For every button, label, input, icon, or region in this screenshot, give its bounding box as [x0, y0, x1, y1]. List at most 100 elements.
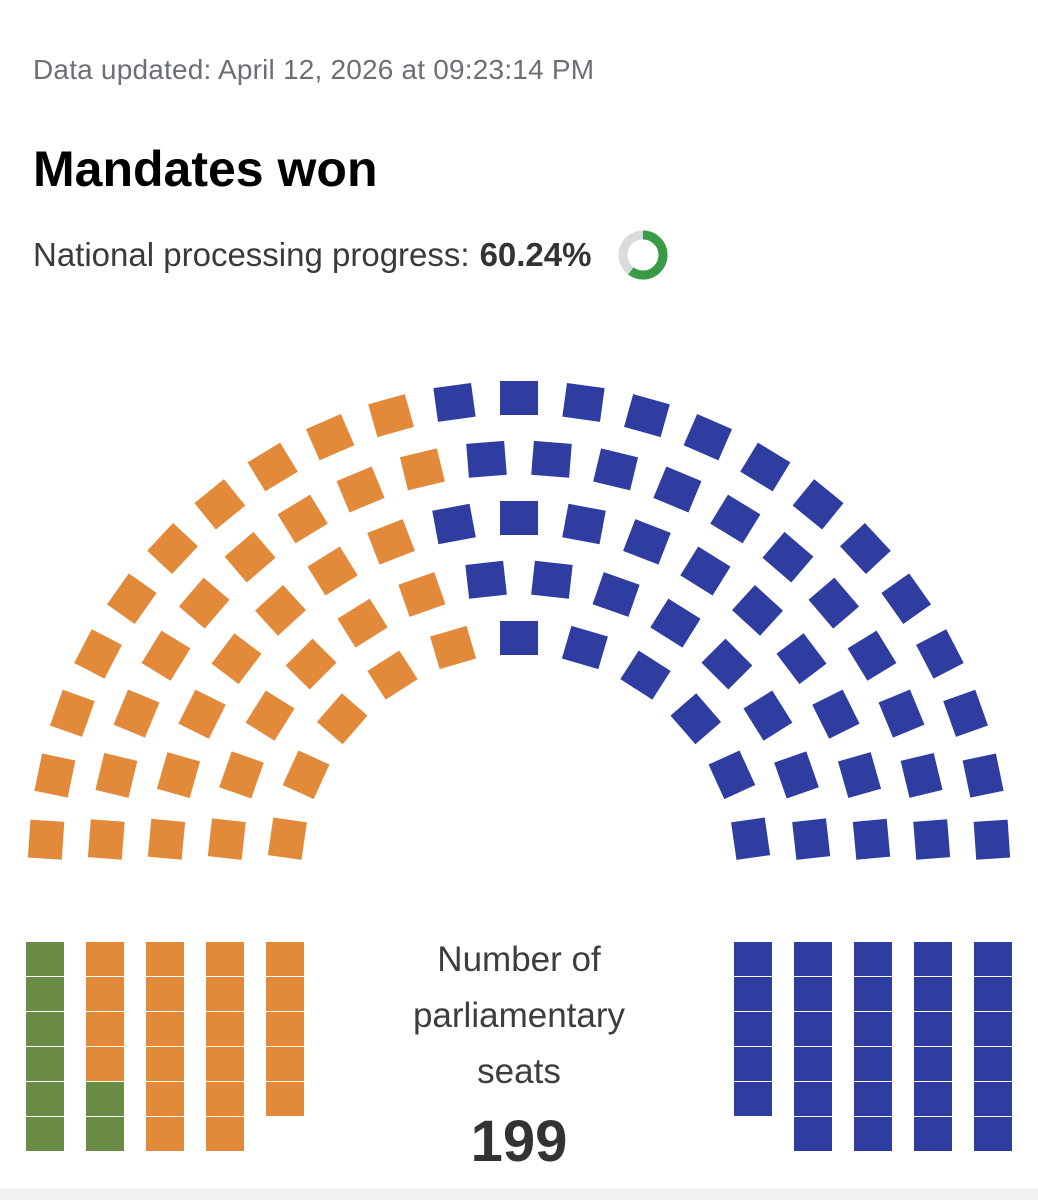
seat-orange: [146, 942, 184, 976]
seat-blue: [914, 1117, 952, 1151]
seat-orange: [266, 977, 304, 1011]
seat-orange: [206, 1082, 244, 1116]
seat-blue: [854, 1117, 892, 1151]
seat-blue: [562, 382, 605, 422]
seat-blue: [794, 1047, 832, 1081]
seat-orange: [34, 753, 76, 798]
seat-blue: [914, 1082, 952, 1116]
seat-orange: [87, 819, 125, 860]
seat-blue: [792, 479, 844, 530]
seat-orange: [50, 689, 95, 737]
seat-blue: [812, 689, 860, 739]
seat-orange: [255, 585, 306, 636]
seat-blue: [943, 689, 988, 737]
seat-orange: [146, 1012, 184, 1046]
seat-orange: [307, 546, 358, 596]
seat-orange: [285, 638, 337, 690]
page-title: Mandates won: [33, 141, 378, 197]
seat-blue: [732, 585, 783, 636]
seat-blue: [854, 1047, 892, 1081]
processing-progress: National processing progress: 60.24%: [33, 228, 670, 282]
seat-blue: [854, 977, 892, 1011]
seat-blue: [562, 503, 606, 545]
seat-orange: [305, 414, 355, 461]
seat-blue: [914, 1047, 952, 1081]
seat-blue: [531, 560, 573, 599]
parliament-seat-chart: [26, 381, 1012, 1151]
seat-blue: [881, 573, 932, 625]
seat-orange: [27, 819, 65, 860]
seat-blue: [974, 1082, 1012, 1116]
seat-blue: [466, 440, 507, 478]
progress-value: 60.24%: [479, 236, 592, 273]
seat-orange: [206, 977, 244, 1011]
seat-blue: [433, 382, 476, 422]
seat-blue: [794, 942, 832, 976]
seat-blue: [854, 1082, 892, 1116]
seat-orange: [146, 977, 184, 1011]
seat-blue: [734, 942, 772, 976]
seat-blue: [852, 818, 891, 860]
progress-ring-icon: [618, 230, 667, 280]
seat-orange: [146, 1082, 184, 1116]
seat-blue: [500, 381, 538, 415]
seat-blue: [962, 753, 1004, 798]
seat-blue: [734, 1082, 772, 1116]
seat-blue: [650, 598, 701, 648]
seat-blue: [794, 1082, 832, 1116]
seat-green: [26, 942, 64, 976]
seat-blue: [916, 629, 964, 679]
seat-blue: [708, 750, 756, 800]
seat-blue: [623, 519, 671, 565]
seat-green: [26, 1117, 64, 1151]
seat-orange: [337, 598, 388, 648]
seat-blue: [734, 1012, 772, 1046]
seat-blue: [840, 523, 891, 574]
seat-blue: [794, 1117, 832, 1151]
seat-blue: [792, 818, 831, 860]
seat-blue: [794, 977, 832, 1011]
seat-orange: [147, 818, 186, 860]
seat-orange: [224, 531, 276, 583]
seat-orange: [86, 977, 124, 1011]
seat-orange: [207, 818, 246, 860]
seat-blue: [914, 977, 952, 1011]
seat-blue: [914, 1012, 952, 1046]
seat-blue: [776, 633, 827, 685]
seat-blue: [774, 751, 819, 799]
seat-blue: [974, 942, 1012, 976]
seat-blue: [847, 630, 897, 681]
seat-orange: [282, 750, 330, 800]
seat-orange: [206, 942, 244, 976]
data-updated-text: Data updated: April 12, 2026 at 09:23:14…: [33, 54, 595, 85]
seat-orange: [368, 394, 414, 438]
progress-label: National processing progress:: [33, 236, 470, 273]
seat-orange: [86, 1047, 124, 1081]
seat-blue: [734, 977, 772, 1011]
seat-orange: [95, 752, 138, 798]
seat-blue: [974, 1047, 1012, 1081]
seat-orange: [277, 494, 328, 544]
seat-orange: [267, 817, 307, 860]
seat-blue: [432, 503, 476, 545]
seat-green: [26, 1012, 64, 1046]
seat-blue: [743, 690, 793, 741]
seat-orange: [336, 466, 385, 513]
seat-orange: [86, 1012, 124, 1046]
seat-blue: [854, 1012, 892, 1046]
seat-blue: [701, 638, 753, 690]
seat-blue: [808, 577, 860, 629]
seat-orange: [219, 751, 264, 799]
seat-orange: [147, 523, 198, 574]
seats-total: 199: [470, 1109, 568, 1174]
seat-blue: [683, 414, 733, 461]
seat-blue: [914, 942, 952, 976]
seat-blue: [734, 1047, 772, 1081]
seat-orange: [399, 448, 445, 491]
seat-orange: [106, 573, 157, 625]
seat-orange: [266, 1047, 304, 1081]
seat-blue: [624, 394, 670, 438]
seat-orange: [146, 1047, 184, 1081]
seat-blue: [620, 650, 671, 700]
seat-orange: [206, 1117, 244, 1151]
